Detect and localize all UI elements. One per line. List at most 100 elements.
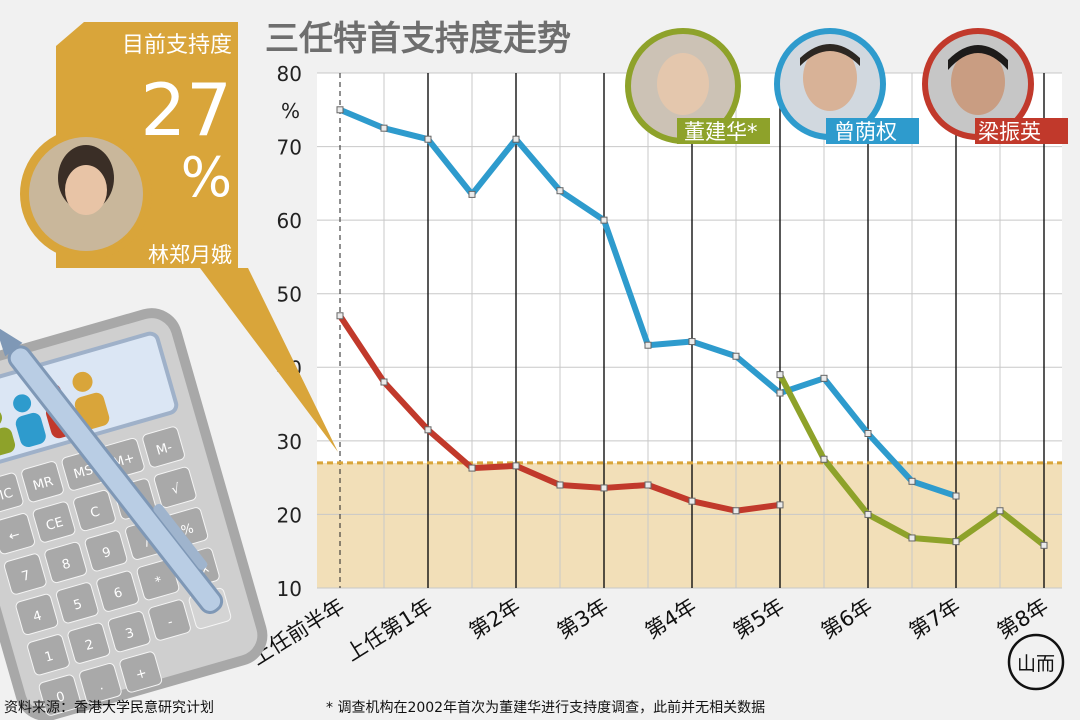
calculator-key: 6 (96, 570, 139, 612)
calculator-key-label: 1 (43, 649, 55, 666)
data-point (864, 510, 872, 518)
tung-name-tag (677, 118, 770, 144)
calculator-key-label: ← (7, 527, 22, 544)
data-point (864, 430, 872, 437)
calculator-key: 0 (38, 674, 82, 716)
y-tick-label: 80 (277, 62, 302, 86)
calculator-key: 8 (44, 541, 87, 584)
calculator-key-label: CE (44, 515, 65, 534)
tsang-name-tag (826, 118, 919, 144)
calculator-key: MC (0, 472, 24, 514)
data-point (468, 190, 476, 198)
calculator-key: 1 (27, 634, 70, 676)
calculator-key-label: 5 (72, 597, 84, 614)
tsang-name: 曾荫权 (834, 120, 897, 144)
plot-area: 1020304050607080 % 上任前半年上任第1年第2年第3年第4年第5… (247, 62, 1062, 670)
calculator-key-label: 3 (124, 626, 136, 643)
data-point (952, 538, 960, 546)
calculator-key: 4 (15, 593, 59, 636)
pen-clip (153, 503, 208, 570)
current-leader-name: 林郑月娥 (148, 243, 232, 267)
data-point (908, 477, 916, 485)
series-2 (776, 371, 1048, 549)
calculator-key-label: 4 (32, 608, 44, 625)
leung-name-tag (975, 118, 1068, 144)
calculator-key-label: MR (31, 474, 55, 494)
calculator-key: * (136, 559, 180, 601)
y-tick-label: 20 (277, 503, 302, 527)
calculator-key-label: / (143, 534, 152, 550)
calculator-key: + (119, 651, 163, 693)
data-point (512, 135, 520, 143)
x-tick-label: 第7年 (905, 594, 965, 644)
rating-card-pointer (200, 268, 338, 452)
calculator-key: √ (153, 466, 197, 508)
calculator-key-label: C (89, 504, 102, 521)
calculator-key-label: * (153, 574, 164, 590)
calculator-key: 7 (3, 553, 47, 595)
x-tick-label: 上任第1年 (341, 594, 436, 666)
calculator-key-label: 9 (101, 545, 113, 562)
series-0 (336, 106, 960, 500)
portrait-leung: 梁振英 (922, 28, 1068, 144)
x-tick-label: 第5年 (729, 594, 789, 644)
y-tick-label: 10 (277, 577, 302, 601)
card-folded-corner (56, 22, 84, 46)
data-point (600, 484, 608, 492)
data-point (600, 216, 608, 224)
calculator-key-label: MC (0, 486, 15, 506)
current-rating-badge: 目前支持度 27 % 林郑月娥 (20, 22, 338, 452)
data-point (996, 507, 1004, 515)
tsang-face (803, 45, 857, 111)
data-point (644, 481, 652, 489)
calculator-key: 2 (67, 622, 111, 664)
data-point (380, 378, 388, 386)
current-rating-unit: % (181, 146, 232, 209)
calculator-key-label: 0 (55, 689, 67, 706)
tung-name: 董建华* (684, 120, 758, 144)
data-point (952, 492, 960, 500)
tsang-hair (800, 44, 860, 66)
logo-ring (1007, 633, 1065, 691)
data-point (820, 455, 828, 463)
calculator-key-label: + (134, 666, 149, 683)
data-point (688, 338, 696, 346)
tung-face (657, 53, 709, 115)
calculator-key: C (73, 489, 116, 532)
data-point (556, 187, 564, 195)
below-current-rating-band (317, 462, 1062, 588)
calculator-key-label: 6 (112, 585, 124, 602)
data-point (336, 312, 344, 320)
calculator-key: - (148, 599, 191, 641)
calculator-key-label: 7 (20, 568, 32, 585)
y-tick-label: 70 (277, 136, 302, 160)
calculator-key-label: . (97, 678, 105, 694)
y-axis-unit: % (281, 99, 300, 123)
series-1 (336, 312, 784, 515)
footnote: * 调查机构在2002年首次为董建华进行支持度调查，此前并无相关数据 (326, 699, 765, 716)
data-point (1040, 541, 1048, 549)
pen-tip (0, 326, 23, 357)
calculator-key-label: MS (72, 463, 95, 483)
data-point (512, 462, 520, 470)
calculator-key-label: 8 (60, 557, 72, 574)
portrait-tsang: 曾荫权 (774, 28, 919, 144)
data-point (556, 481, 564, 489)
vertical-gridlines (339, 73, 1045, 588)
calculator-key-label: M- (155, 440, 175, 459)
data-point (732, 352, 740, 360)
leung-hair (948, 45, 1008, 70)
calculator-key-label: 2 (83, 637, 95, 654)
publisher-logo: 山而 (1007, 633, 1065, 691)
data-point (424, 426, 432, 434)
data-point (336, 106, 344, 114)
data-point (688, 497, 696, 505)
pen-illustration (0, 326, 224, 614)
y-tick-label: 30 (277, 430, 302, 454)
current-rating-value: 27 (140, 68, 232, 152)
portrait-tung: 董建华* (625, 28, 770, 144)
leader-portraits: 董建华* 曾荫权 梁振英 (625, 28, 1068, 144)
y-tick-label: 50 (277, 283, 302, 307)
calculator-key: M- (142, 426, 185, 468)
